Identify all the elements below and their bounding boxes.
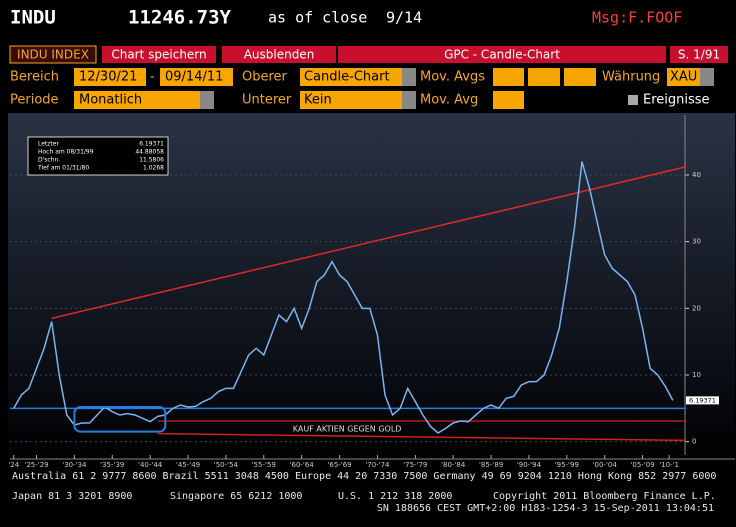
chart-type-title: GPC - Candle-Chart	[444, 48, 560, 62]
annotation: KAUF AKTIEN GEGEN GOLD	[293, 425, 402, 434]
legend-value: 6.19371	[139, 141, 164, 148]
ticker: INDU	[10, 7, 56, 29]
save-label: Chart speichern	[111, 48, 206, 62]
x-tick-label: '40-'44	[138, 461, 163, 469]
start: 12/30/21	[79, 70, 137, 85]
legend-label: Letzter	[38, 141, 59, 148]
legend	[27, 136, 169, 176]
footer-line: U.S. 1 212 318 2000	[338, 491, 452, 502]
checkbox[interactable]	[628, 95, 638, 105]
x-tick-label: '80-'84	[441, 461, 466, 469]
x-tick-label: '30-'34	[62, 461, 87, 469]
legend-value: 1.0268	[143, 165, 164, 172]
legend-value: 11.5806	[139, 157, 164, 164]
mov-avg-field[interactable]	[493, 91, 524, 109]
last-value-box	[686, 396, 719, 405]
dash: -	[150, 70, 155, 85]
x-tick-label: '70-'74	[365, 461, 390, 469]
x-tick-label: '55-'59	[252, 461, 276, 469]
x-tick-label: '60-'64	[290, 461, 315, 469]
range-label: Bereich	[10, 70, 59, 85]
period: Monatlich	[79, 93, 142, 108]
x-tick-label: '00-'04	[593, 461, 618, 469]
period-field[interactable]	[74, 91, 200, 109]
legend-label: Tief am 01/31/80	[37, 165, 89, 172]
mov-avg-field[interactable]	[528, 68, 560, 86]
last-value-label: 6.19371	[689, 396, 716, 404]
dropdown[interactable]	[700, 68, 714, 86]
lower: Kein	[304, 93, 332, 108]
mov-avgs-label: Mov. Avgs	[420, 70, 485, 85]
y-tick-label: 30	[692, 238, 701, 246]
series-line	[13, 161, 674, 434]
mov-avg-field[interactable]	[493, 68, 524, 86]
highlight-box	[73, 406, 167, 433]
upper-field[interactable]	[300, 68, 402, 86]
overlay-line	[51, 166, 686, 320]
price: 11246.73Y	[128, 7, 232, 29]
footer-line: Copyright 2011 Bloomberg Finance L.P.	[493, 491, 716, 502]
security-tab[interactable]	[9, 45, 97, 64]
page: S. 1/91	[678, 48, 720, 62]
end: 09/14/11	[165, 70, 223, 85]
legend-label: D'schn.	[38, 157, 60, 164]
page-box	[670, 46, 728, 63]
x-tick-label: '50-'54	[214, 461, 239, 469]
mov-avg-label: Mov. Avg	[420, 93, 478, 108]
footer-line: Japan 81 3 3201 8900	[12, 491, 132, 502]
currency-label: Währung	[602, 70, 660, 85]
date: 9/14	[386, 9, 422, 27]
x-tick-label: '85-'89	[479, 461, 503, 469]
x-tick-label: '90-'94	[517, 461, 542, 469]
y-tick-label: 0	[692, 438, 696, 446]
legend-value: 44.88058	[135, 149, 164, 156]
x-tick-label: '95-'99	[555, 461, 579, 469]
dropdown[interactable]	[402, 68, 416, 86]
x-tick-label: '45-'49	[176, 461, 200, 469]
y-tick-label: 10	[692, 371, 701, 379]
y-tick-label: 40	[692, 171, 701, 179]
hide-label: Ausblenden	[244, 48, 315, 62]
hide-button[interactable]	[222, 46, 336, 63]
save-button[interactable]	[102, 46, 216, 63]
overlay-line	[157, 432, 686, 442]
start-field[interactable]	[74, 68, 146, 86]
plot: 0 10 20 30 40 '24 '25-'29 '30-'34 '35-'39 '40-'44…	[8, 115, 735, 469]
footer-line: SN 188656 CEST GMT+2:00 H183-1254-3 15-S…	[377, 503, 714, 514]
lower-label: Unterer	[242, 93, 292, 108]
as-of: as of close	[268, 9, 367, 27]
currency-field[interactable]	[667, 68, 700, 86]
x-tick-label: '10-'1	[659, 461, 679, 469]
x-tick-label: '25-'29	[24, 461, 48, 469]
dropdown[interactable]	[402, 91, 416, 109]
currency: XAU	[670, 70, 697, 85]
legend-label: Hoch am 08/31/99	[38, 149, 94, 156]
x-tick-label: '05-'09	[630, 461, 654, 469]
title-bar	[338, 46, 666, 63]
message[interactable]: Msg:F.FOOF	[592, 9, 682, 27]
mov-avg-field[interactable]	[564, 68, 596, 86]
end-field[interactable]	[160, 68, 233, 86]
dropdown[interactable]	[200, 91, 214, 109]
x-tick-label: '24	[8, 461, 19, 469]
upper-label: Oberer	[242, 70, 288, 85]
footer-line: Australia 61 2 9777 8600 Brazil 5511 304…	[12, 471, 716, 482]
lower-field[interactable]	[300, 91, 402, 109]
upper: Candle-Chart	[304, 70, 390, 85]
x-tick-label: '65-'69	[327, 461, 351, 469]
period-label: Periode	[10, 93, 59, 108]
events-label: Ereignisse	[643, 93, 710, 108]
footer-line: Singapore 65 6212 1000	[170, 491, 302, 502]
x-tick-label: '35-'39	[100, 461, 124, 469]
security: INDU INDEX	[17, 48, 89, 62]
x-tick-label: '75-'79	[403, 461, 427, 469]
y-tick-label: 20	[692, 304, 701, 312]
